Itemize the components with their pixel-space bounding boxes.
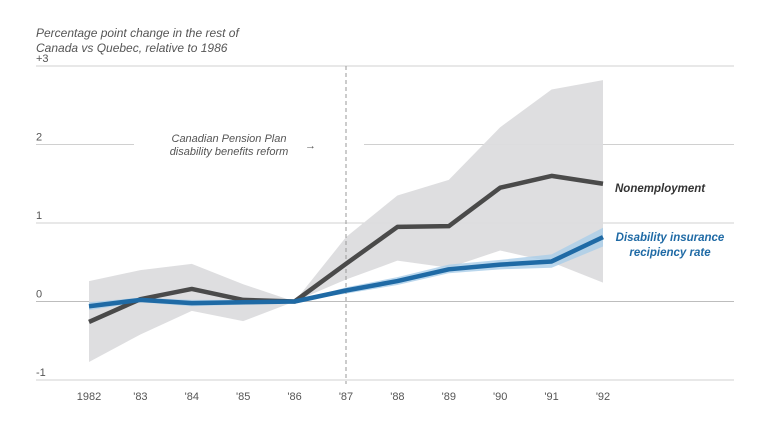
nonemployment-confidence-band xyxy=(89,80,603,362)
x-tick-label: '84 xyxy=(185,391,199,403)
x-tick-label: '89 xyxy=(442,391,456,403)
x-tick-label: '85 xyxy=(236,391,250,403)
y-tick-label: 0 xyxy=(36,289,42,301)
y-tick-label: 2 xyxy=(36,132,42,144)
y-tick-label: +3 xyxy=(36,53,49,65)
disability-series-label-line-2: recipiency rate xyxy=(629,247,711,259)
y-tick-label: -1 xyxy=(36,367,46,379)
x-tick-label: '87 xyxy=(339,391,353,403)
nonemployment-line xyxy=(88,173,604,324)
disability-line xyxy=(88,235,604,309)
x-tick-label: '88 xyxy=(390,391,404,403)
y-axis-title-line-1: Percentage point change in the rest of xyxy=(36,26,240,40)
series-lines xyxy=(88,173,604,324)
nonemployment-series-label: Nonemployment xyxy=(615,183,706,195)
reform-annotation: Canadian Pension Plan disability benefit… xyxy=(170,133,316,158)
x-tick-label: '92 xyxy=(596,391,610,403)
x-tick-label: '86 xyxy=(287,391,301,403)
x-axis-ticks: 1982 '83 '84 '85 '86 '87 '88 '89 '90 '91 '92 xyxy=(77,391,610,403)
x-tick-label: 1982 xyxy=(77,391,101,403)
x-tick-label: '91 xyxy=(544,391,558,403)
x-tick-label: '83 xyxy=(133,391,147,403)
annotation-line-1: Canadian Pension Plan xyxy=(172,133,287,145)
x-tick-label: '90 xyxy=(493,391,507,403)
y-axis-ticks: +3 2 1 0 -1 xyxy=(36,53,49,379)
annotation-line-2: disability benefits reform xyxy=(170,146,289,158)
annotation-arrow-icon: → xyxy=(305,140,316,152)
y-tick-label: 1 xyxy=(36,210,42,222)
disability-series-label-line-1: Disability insurance xyxy=(616,232,725,244)
y-axis-title-line-2: Canada vs Quebec, relative to 1986 xyxy=(36,41,228,55)
